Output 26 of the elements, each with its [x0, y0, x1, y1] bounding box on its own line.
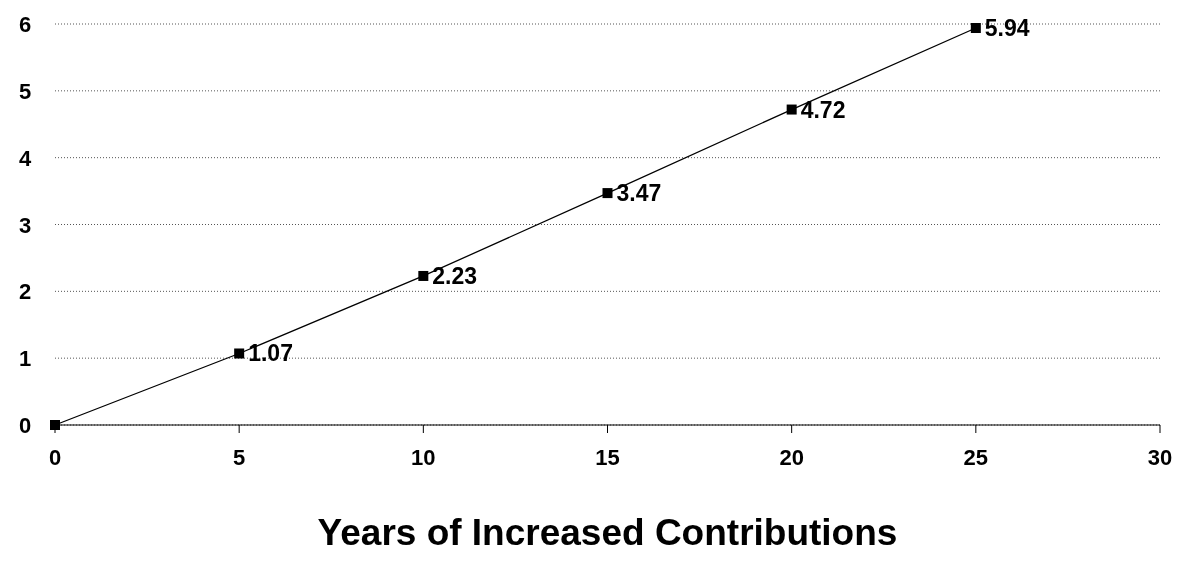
y-tick-label: 0 — [18, 413, 32, 438]
y-tick-label: 2 — [18, 279, 32, 305]
data-label: 3.47 — [616, 180, 662, 207]
y-tick-label: 6 — [18, 12, 32, 37]
data-label: 2.23 — [432, 262, 478, 289]
y-tick-label: 4 — [18, 145, 32, 171]
y-tick-label: 3 — [18, 212, 32, 238]
x-tick-label: 0 — [48, 445, 62, 470]
point — [234, 348, 245, 359]
x-tick-label: 25 — [963, 445, 989, 470]
point — [418, 270, 429, 281]
point — [50, 420, 60, 430]
point — [786, 104, 797, 115]
x-tick-label: 15 — [595, 445, 620, 470]
data-label: 4.72 — [800, 96, 846, 123]
point — [602, 188, 613, 199]
data-label: 1.07 — [248, 340, 293, 367]
x-tick-label: 10 — [411, 445, 436, 470]
x-tick-label: 30 — [1147, 445, 1173, 470]
point — [970, 23, 981, 34]
x-tick-label: 20 — [779, 445, 804, 470]
x-tick-label: 5 — [233, 445, 246, 470]
data-label: 5.94 — [984, 15, 1030, 42]
y-tick-label: 5 — [18, 78, 32, 104]
y-tick-label: 1 — [18, 346, 32, 372]
x-axis-title: Years of Increased Contributions — [317, 512, 898, 553]
